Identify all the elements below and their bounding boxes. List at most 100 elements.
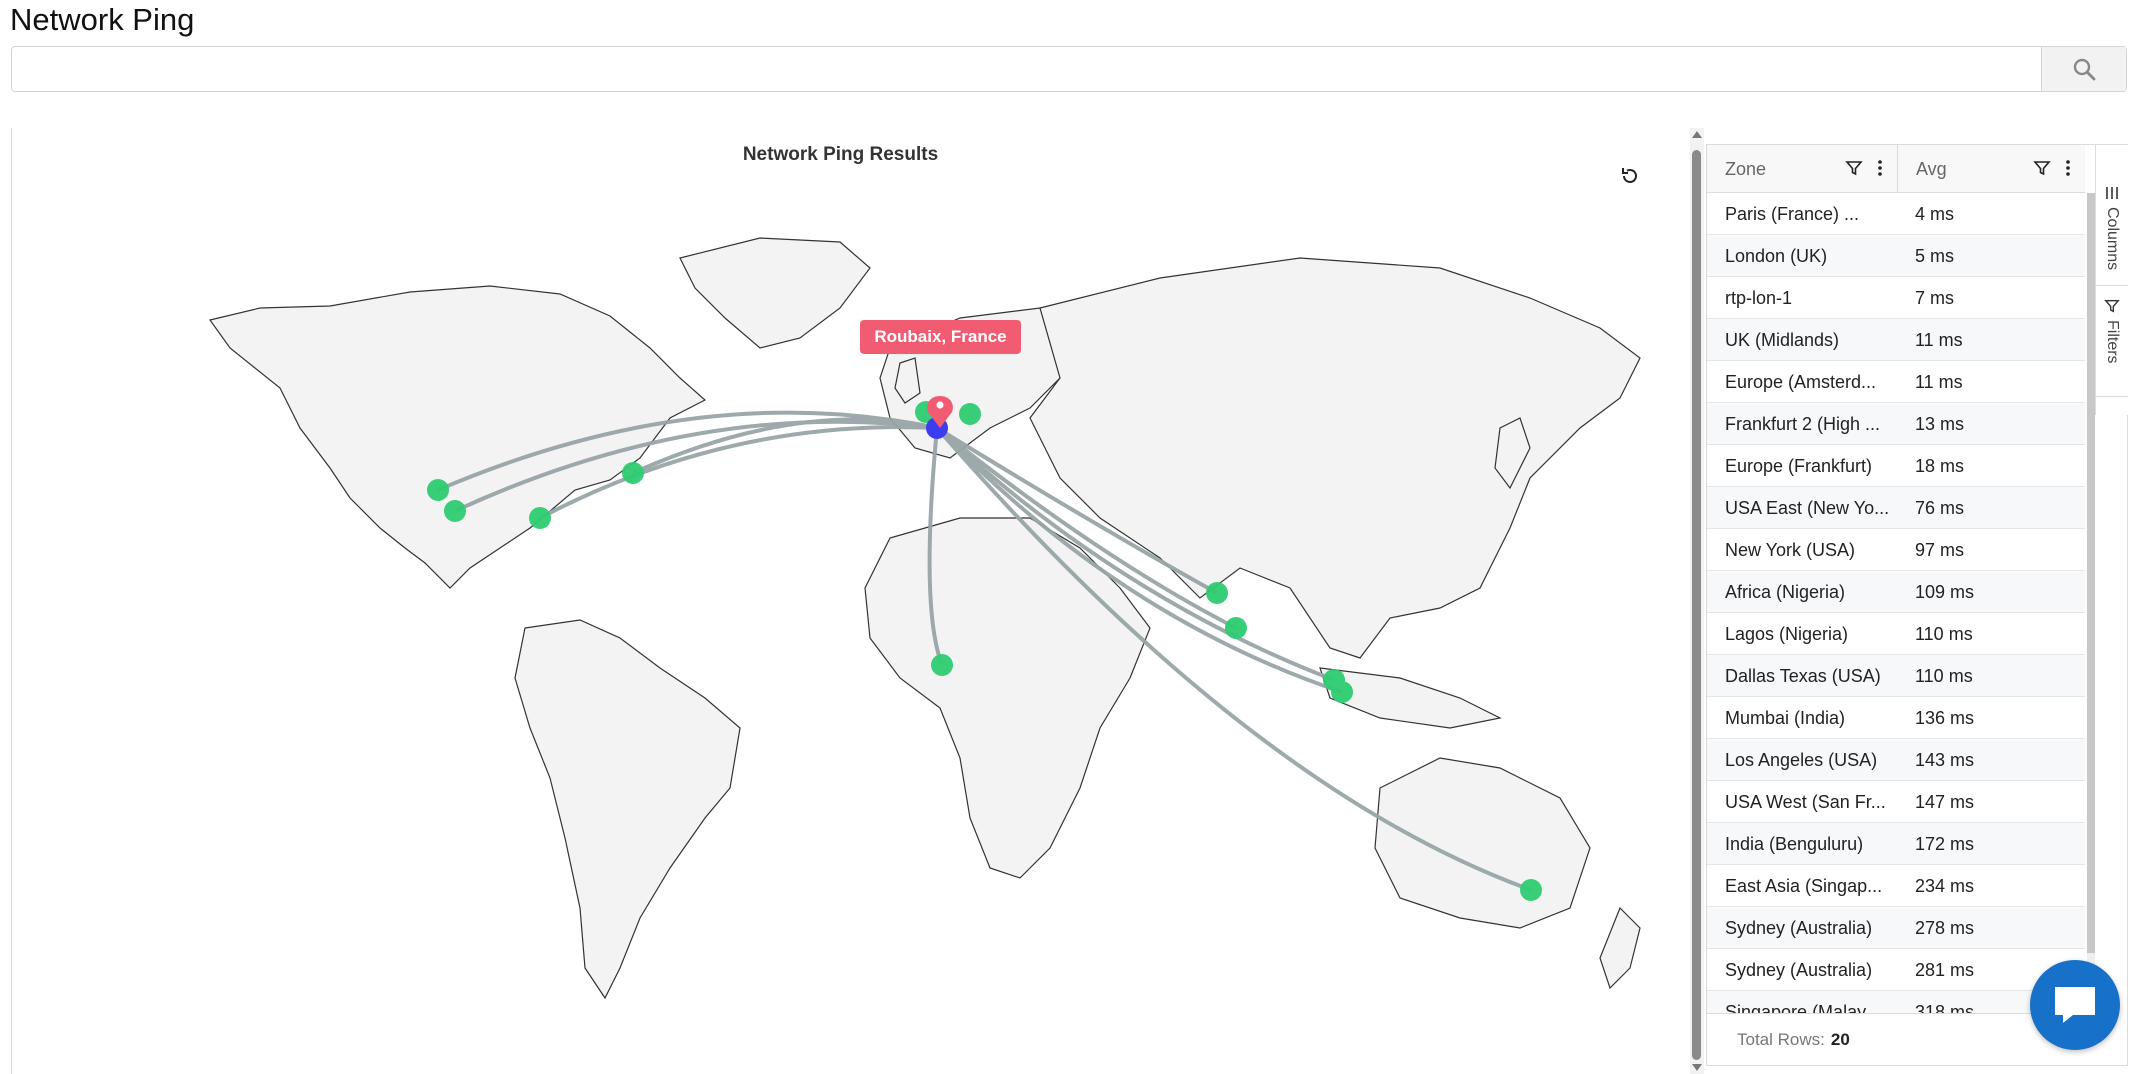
grid-rows: Paris (France) ... 4 ms London (UK) 5 ms r… [1707, 193, 2085, 1013]
cell-avg: 11 ms [1915, 372, 1963, 392]
cell-avg: 318 ms [1915, 1002, 1975, 1013]
search-icon [2073, 58, 2096, 81]
scroll-down-arrow[interactable] [1692, 1064, 1702, 1071]
table-row[interactable]: New York (USA) 97 ms [1707, 529, 2085, 571]
new-zealand [1599, 906, 1641, 990]
cell-avg: 234 ms [1915, 876, 1975, 896]
pin-center [936, 401, 944, 409]
cell-zone: USA West (San Fr... [1725, 792, 1886, 812]
table-row[interactable]: Singapore (Malay... 318 ms [1707, 991, 2085, 1013]
cell-avg: 97 ms [1915, 540, 1965, 560]
reset-icon [1622, 168, 1637, 183]
search-bar [11, 46, 2127, 92]
scroll-up-arrow[interactable] [1692, 131, 1702, 138]
location-pin-icon [927, 396, 953, 428]
cell-zone: India (Benguluru) [1725, 834, 1864, 854]
cell-avg: 143 ms [1915, 750, 1975, 770]
map-card [11, 128, 1682, 1074]
filter-icon[interactable] [2033, 159, 2051, 177]
table-row[interactable]: Paris (France) ... 4 ms [1707, 193, 2085, 235]
table-row[interactable]: Mumbai (India) 136 ms [1707, 697, 2085, 739]
cell-avg: 4 ms [1915, 204, 1955, 224]
cell-zone: Sydney (Australia) [1725, 918, 1873, 938]
column-header-label: Zone [1725, 158, 1767, 179]
grid-scrollbar-thumb[interactable] [2087, 193, 2095, 953]
cell-zone: Singapore (Malay... [1725, 1002, 1880, 1013]
cell-avg: 281 ms [1915, 960, 1975, 980]
cell-zone: Lagos (Nigeria) [1725, 624, 1849, 644]
cell-avg: 147 ms [1915, 792, 1975, 812]
column-header-zone[interactable]: Zone [1707, 145, 1897, 193]
cell-avg: 136 ms [1915, 708, 1975, 728]
menu-icon[interactable] [1877, 159, 1883, 177]
table-row[interactable]: Sydney (Australia) 278 ms [1707, 907, 2085, 949]
table-row[interactable]: Europe (Amsterd... 11 ms [1707, 361, 2085, 403]
table-row[interactable]: rtp-lon-1 7 ms [1707, 277, 2085, 319]
africa [864, 517, 1151, 879]
search-input[interactable] [12, 47, 2042, 91]
destination-marker [1206, 582, 1228, 604]
cell-avg: 109 ms [1915, 582, 1975, 602]
menu-icon[interactable] [2065, 159, 2071, 177]
cell-zone: London (UK) [1725, 246, 1828, 266]
cell-zone: UK (Midlands) [1725, 330, 1840, 350]
greenland [679, 237, 871, 349]
table-row[interactable]: USA East (New Yo... 76 ms [1707, 487, 2085, 529]
filters-panel-button[interactable]: Filters [2096, 286, 2128, 397]
table-row[interactable]: India (Benguluru) 172 ms [1707, 823, 2085, 865]
australia [1374, 757, 1591, 929]
cell-zone: New York (USA) [1725, 540, 1856, 560]
filter-icon [2104, 299, 2120, 313]
table-row[interactable]: London (UK) 5 ms [1707, 235, 2085, 277]
filters-panel-label: Filters [2104, 320, 2121, 364]
total-rows-count: 20 [1830, 1029, 1850, 1049]
ping-destinations [427, 401, 1542, 901]
table-row[interactable]: East Asia (Singap... 234 ms [1707, 865, 2085, 907]
table-row[interactable]: Los Angeles (USA) 143 ms [1707, 739, 2085, 781]
columns-panel-label: Columns [2104, 207, 2121, 271]
cell-zone: Frankfurt 2 (High ... [1725, 414, 1881, 434]
destination-marker [1225, 617, 1247, 639]
table-row[interactable]: UK (Midlands) 11 ms [1707, 319, 2085, 361]
page-title: Network Ping [10, 2, 195, 37]
table-row[interactable]: Europe (Frankfurt) 18 ms [1707, 445, 2085, 487]
reset-zoom-button[interactable] [1616, 162, 1644, 190]
columns-panel-button[interactable]: Columns [2096, 145, 2128, 286]
destination-marker [1331, 681, 1353, 703]
filter-icon[interactable] [1845, 159, 1863, 177]
column-header-avg[interactable]: Avg [1897, 145, 2085, 193]
destination-marker [1520, 879, 1542, 901]
chat-icon [2055, 987, 2095, 1023]
cell-avg: 5 ms [1915, 246, 1955, 266]
cell-zone: Europe (Amsterd... [1725, 372, 1877, 392]
chat-button[interactable] [2030, 960, 2120, 1050]
south-america [514, 619, 741, 1000]
search-button[interactable] [2041, 47, 2126, 91]
table-row[interactable]: Africa (Nigeria) 109 ms [1707, 571, 2085, 613]
page-scrollbar-thumb[interactable] [1692, 150, 1701, 1060]
columns-icon [2106, 187, 2118, 199]
cell-avg: 7 ms [1915, 288, 1955, 308]
cell-avg: 11 ms [1915, 330, 1963, 350]
table-row[interactable]: USA West (San Fr... 147 ms [1707, 781, 2085, 823]
table-row[interactable]: Dallas Texas (USA) 110 ms [1707, 655, 2085, 697]
ping-routes [437, 410, 1532, 892]
map-title: Network Ping Results [742, 144, 939, 165]
cell-zone: Europe (Frankfurt) [1725, 456, 1873, 476]
land-masses [208, 237, 1641, 1000]
table-row[interactable]: Lagos (Nigeria) 110 ms [1707, 613, 2085, 655]
destination-marker [444, 500, 466, 522]
cell-avg: 110 ms [1915, 666, 1973, 686]
table-row[interactable]: Sydney (Australia) 281 ms [1707, 949, 2085, 991]
cell-zone: USA East (New Yo... [1725, 498, 1890, 518]
destination-marker [959, 403, 981, 425]
asia [1029, 257, 1641, 659]
ping-results-grid: Zone Avg Paris (France) ... 4 ms London (… [1706, 144, 2128, 1066]
cell-zone: Dallas Texas (USA) [1725, 666, 1881, 686]
destination-marker [622, 462, 644, 484]
cell-avg: 18 ms [1915, 456, 1965, 476]
table-row[interactable]: Frankfurt 2 (High ... 13 ms [1707, 403, 2085, 445]
cell-avg: 278 ms [1915, 918, 1975, 938]
north-america [208, 285, 707, 589]
world-map[interactable] [200, 228, 1650, 1018]
